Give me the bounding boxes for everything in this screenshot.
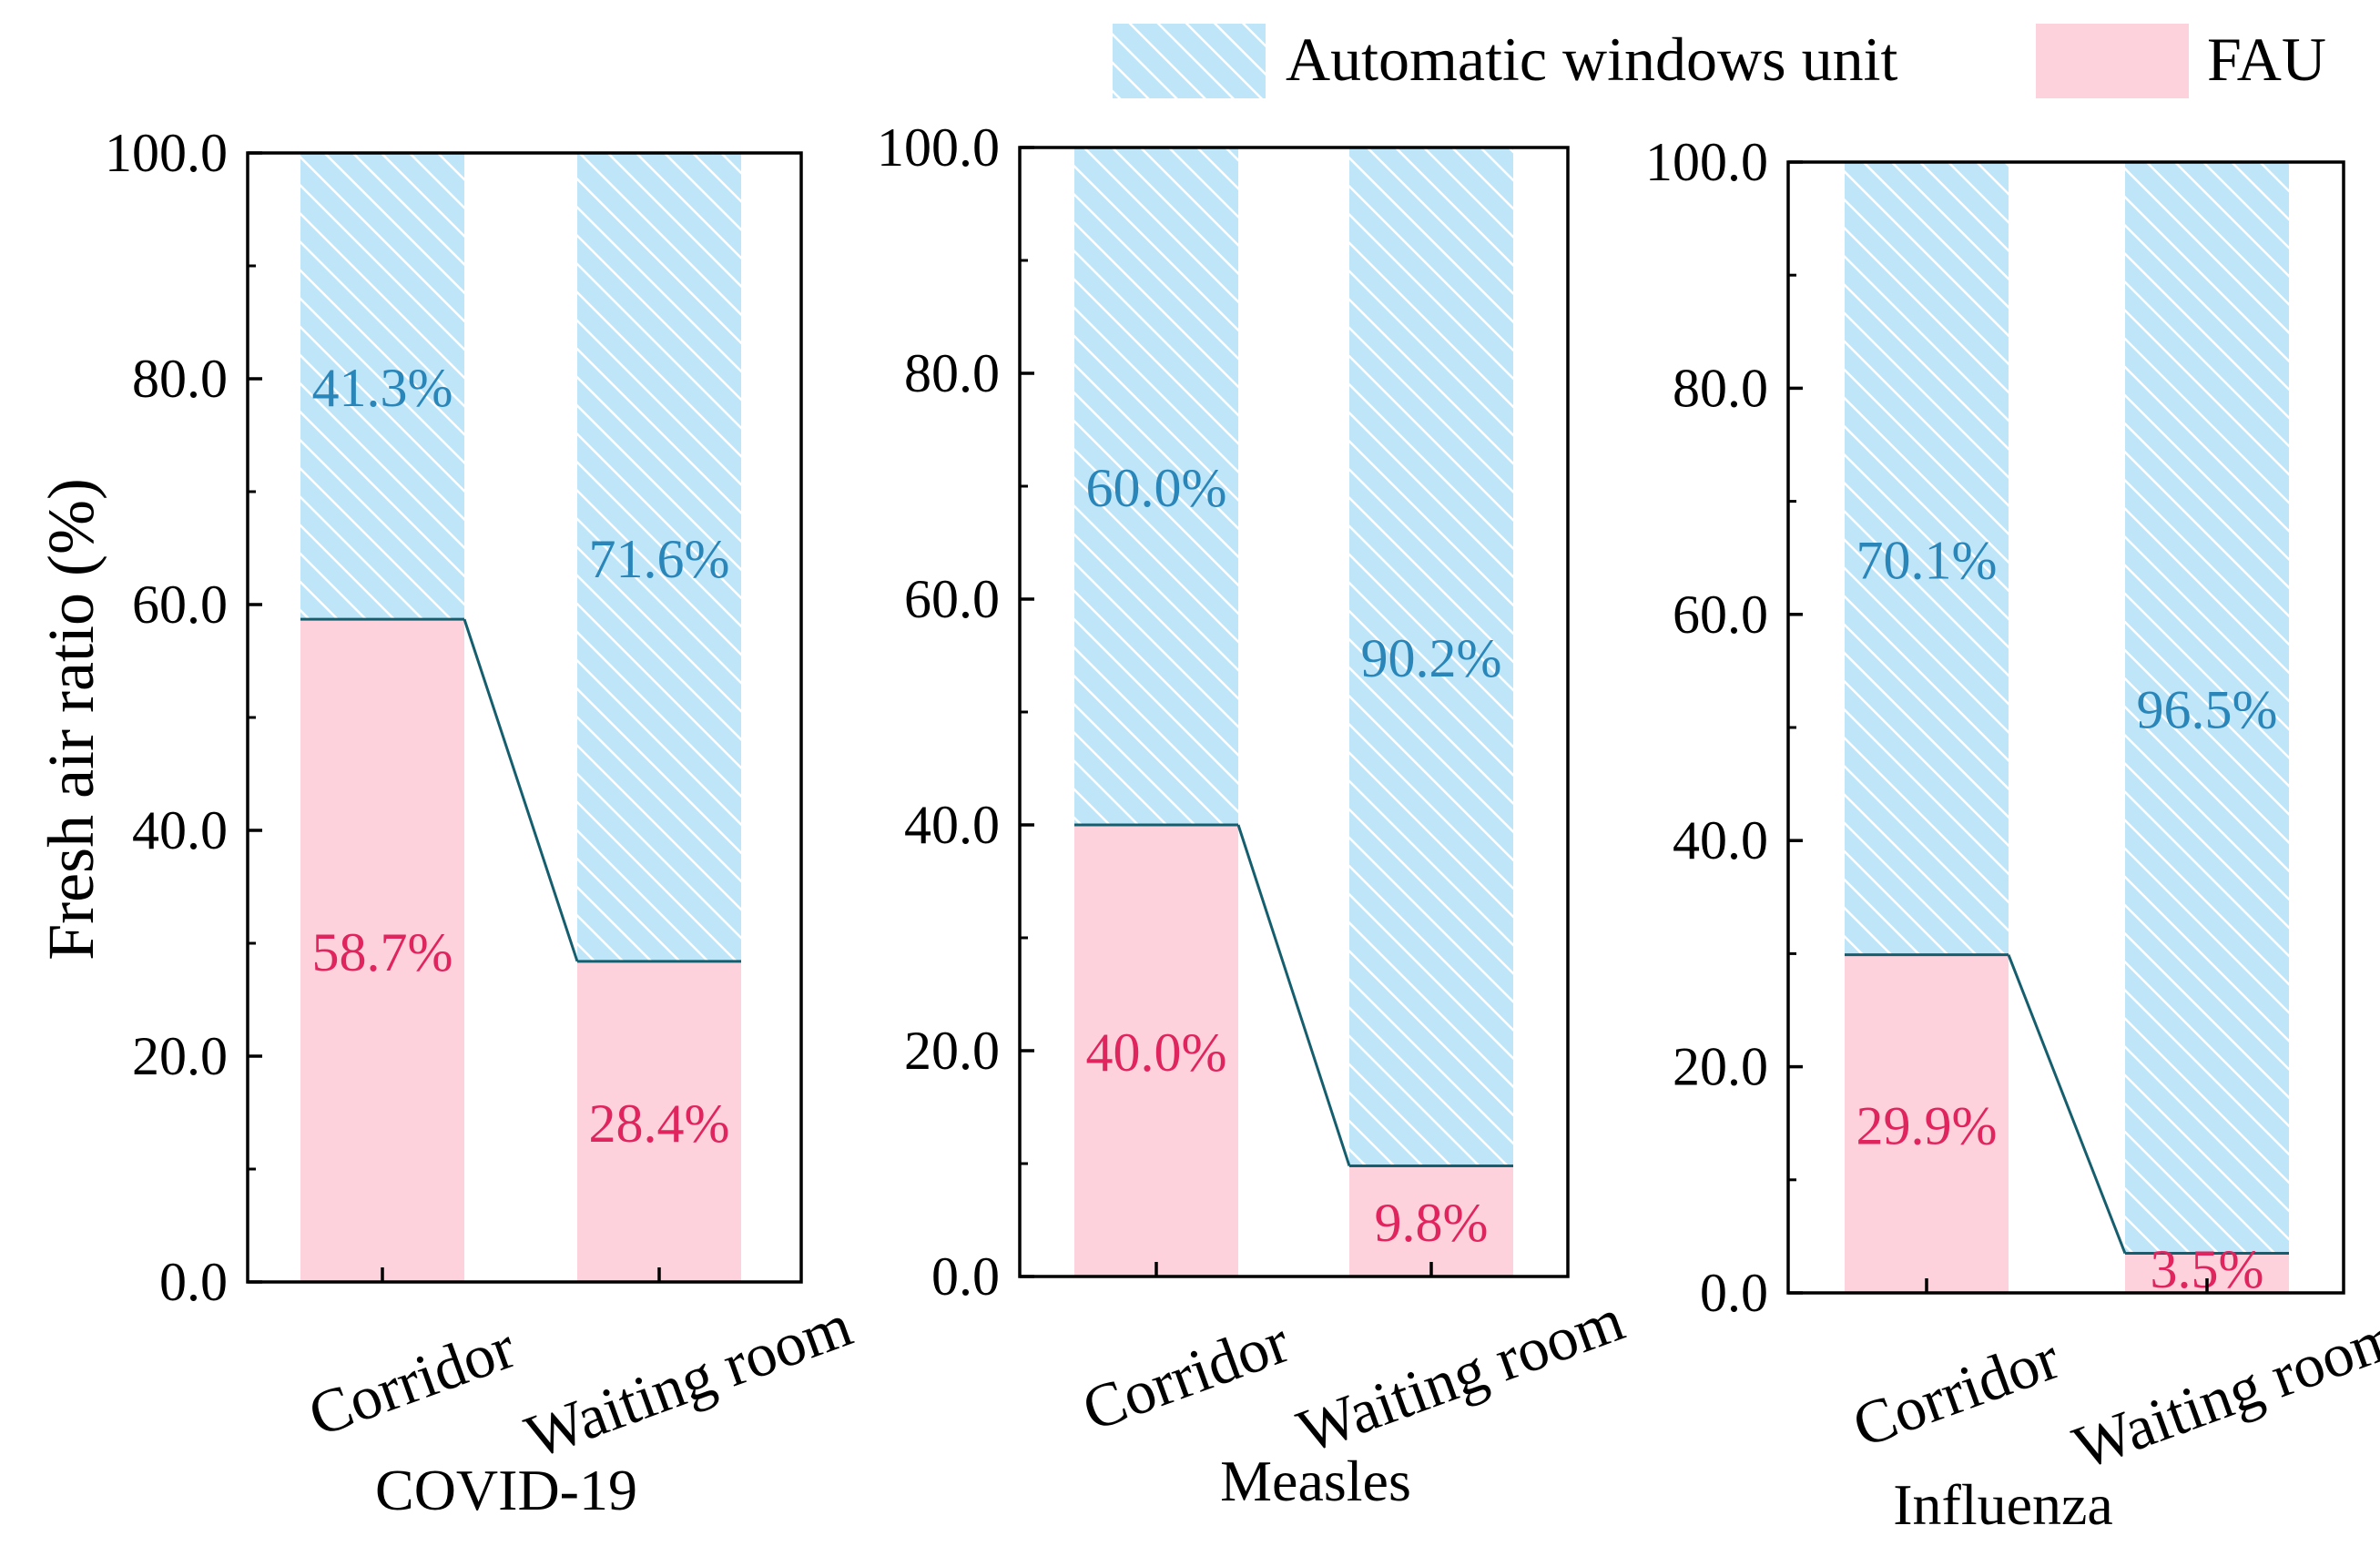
x-category-label: Corridor <box>300 1312 524 1450</box>
data-label-fau-1: 9.8% <box>1375 1193 1489 1253</box>
y-tick-label: 80.0 <box>1673 358 1768 418</box>
panel-title: Influenza <box>1893 1472 2113 1537</box>
connector-line <box>1236 824 1351 1166</box>
legend: Automatic windows unit FAU <box>1113 24 2326 98</box>
x-category-label: Waiting room <box>2064 1301 2380 1482</box>
connector-line <box>2007 954 2127 1255</box>
data-label-fau-0: 58.7% <box>312 922 453 982</box>
y-tick-label: 20.0 <box>1673 1037 1768 1097</box>
connector-line <box>463 618 579 962</box>
y-tick-label: 0.0 <box>931 1246 1000 1307</box>
y-tick-label: 80.0 <box>904 343 1000 403</box>
bar-automatic-windows-1 <box>577 153 741 961</box>
y-tick-label: 60.0 <box>132 575 228 635</box>
data-label-automatic-windows-0: 60.0% <box>1086 458 1227 518</box>
y-tick-label: 60.0 <box>1673 585 1768 645</box>
y-tick-label: 20.0 <box>132 1026 228 1086</box>
data-label-automatic-windows-1: 71.6% <box>589 529 730 589</box>
bar-automatic-windows-0 <box>1845 162 2009 955</box>
bar-automatic-windows-1 <box>2125 162 2289 1254</box>
y-tick-label: 40.0 <box>132 800 228 860</box>
y-tick-label: 100.0 <box>877 117 1000 178</box>
data-label-automatic-windows-0: 70.1% <box>1856 530 1998 590</box>
x-category-label: Corridor <box>1073 1307 1297 1445</box>
y-tick-label: 80.0 <box>132 349 228 409</box>
panel-title: COVID-19 <box>375 1458 637 1522</box>
data-label-fau-0: 40.0% <box>1086 1022 1227 1083</box>
bar-automatic-windows-0 <box>300 153 464 620</box>
bar-automatic-windows-0 <box>1074 147 1238 825</box>
y-tick-label: 0.0 <box>159 1252 228 1312</box>
y-tick-label: 100.0 <box>1645 132 1768 192</box>
data-label-automatic-windows-1: 90.2% <box>1361 628 1502 688</box>
bar-fau-0 <box>300 619 464 1282</box>
x-category-label: Waiting room <box>516 1290 860 1471</box>
panel-1: 40.0% 60.0% 9.8% 90.2% 0.0 20.0 40.0 60.0 80.0 10… <box>877 117 1632 1513</box>
panel-0: 58.7% 41.3% 28.4% 71.6% 0.0 20.0 40.0 60.0 80.0 1… <box>105 123 860 1522</box>
legend-label-fau: FAU <box>2207 25 2326 94</box>
y-axis-label: Fresh air ratio (%) <box>35 478 107 961</box>
chart-panels: 58.7% 41.3% 28.4% 71.6% 0.0 20.0 40.0 60.0 80.0 1… <box>105 117 2380 1537</box>
bar-fau-0 <box>1074 825 1238 1276</box>
bar-fau-0 <box>1845 954 2009 1293</box>
bar-fau-1 <box>1349 1165 1513 1276</box>
y-tick-label: 60.0 <box>904 569 1000 629</box>
legend-swatch-fau <box>2036 24 2189 98</box>
y-tick-label: 40.0 <box>904 795 1000 855</box>
data-label-automatic-windows-0: 41.3% <box>312 358 453 418</box>
y-tick-label: 20.0 <box>904 1021 1000 1081</box>
bar-fau-1 <box>577 961 741 1282</box>
x-category-label: Corridor <box>1844 1323 2068 1461</box>
bar-automatic-windows-1 <box>1349 147 1513 1166</box>
y-tick-label: 40.0 <box>1673 810 1768 870</box>
data-label-fau-1: 28.4% <box>589 1093 730 1154</box>
data-label-automatic-windows-1: 96.5% <box>2137 679 2278 739</box>
panel-2: 29.9%70.1%3.5%96.5%0.020.040.060.080.010… <box>1645 132 2380 1537</box>
y-tick-label: 0.0 <box>1700 1263 1768 1323</box>
legend-label-automatic-windows-unit: Automatic windows unit <box>1286 25 1898 94</box>
panel-title: Measles <box>1220 1449 1411 1513</box>
x-category-label: Waiting room <box>1288 1285 1632 1466</box>
data-label-fau-0: 29.9% <box>1856 1095 1998 1155</box>
y-tick-label: 100.0 <box>105 123 228 183</box>
legend-swatch-automatic-windows-unit <box>1113 24 1266 98</box>
